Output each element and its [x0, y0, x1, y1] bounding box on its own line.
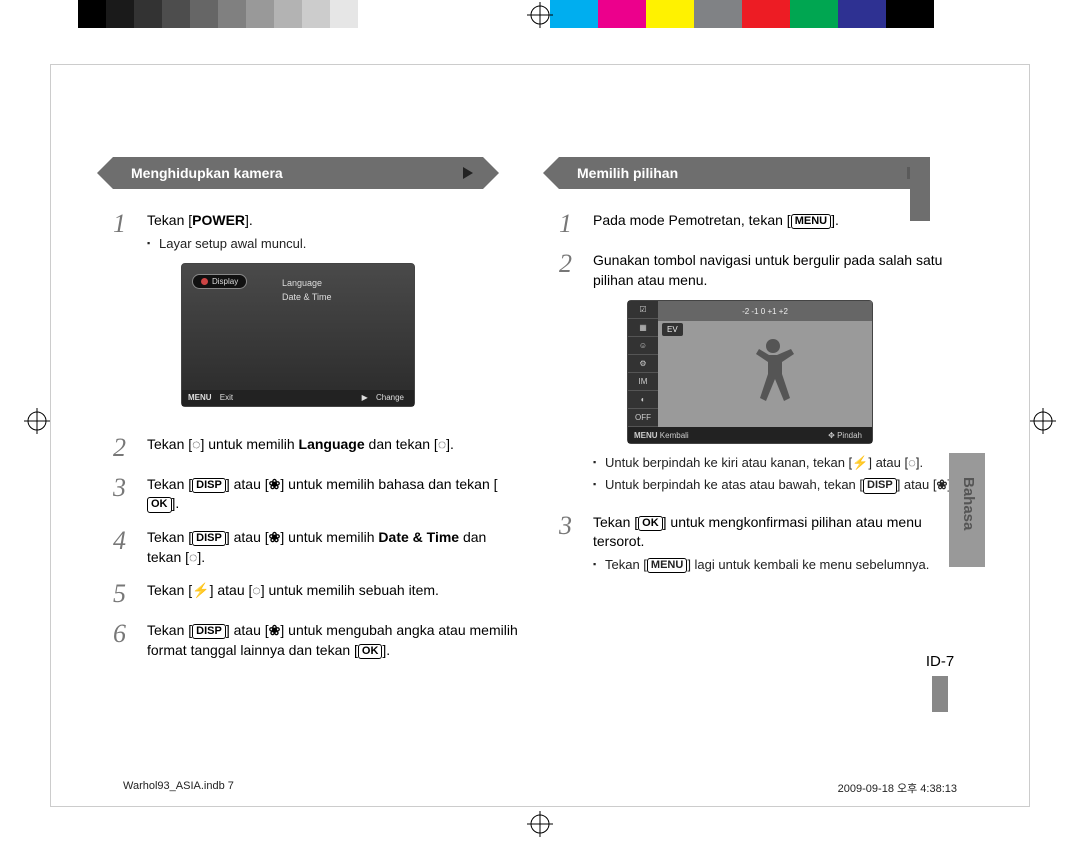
timer-icon: ◌: [908, 455, 916, 470]
sub-bullet: Untuk berpindah ke kiri atau kanan, teka…: [593, 454, 967, 472]
step-number: 4: [113, 528, 133, 567]
step-number: 5: [113, 581, 133, 607]
sub-bullet: Tekan [MENU] lagi untuk kembali ke menu …: [593, 556, 967, 574]
ok-button-icon: OK: [358, 644, 383, 659]
lcd-mock-setup: Display Language Date & Time MENU Exit ▶…: [181, 263, 415, 407]
flower-icon: ❀: [269, 476, 281, 492]
step-6: 6 Tekan [DISP] atau [❀] untuk mengubah a…: [113, 621, 521, 660]
page-frame: Menghidupkan kamera 1 Tekan [POWER]. Lay…: [50, 64, 1030, 807]
file-name: Warhol93_ASIA.indb 7: [123, 780, 234, 796]
step-3: 3 Tekan [DISP] atau [❀] untuk memilih ba…: [113, 475, 521, 514]
step-text: Tekan [DISP] atau [❀] untuk mengubah ang…: [147, 621, 521, 660]
step-number: 1: [113, 211, 133, 421]
ok-button-icon: OK: [147, 497, 172, 512]
arrow-right-icon: [463, 167, 473, 179]
flower-icon: ❀: [269, 529, 281, 545]
step-number: 1: [559, 211, 579, 237]
registration-bars-gray: [78, 0, 386, 28]
timestamp: 2009-09-18 오후 4:38:13: [838, 780, 957, 796]
disp-button-icon: DISP: [192, 531, 226, 546]
section-banner-right: Memilih pilihan: [559, 157, 929, 189]
step-number: 3: [113, 475, 133, 514]
step-text: Gunakan tombol navigasi untuk bergulir p…: [593, 252, 942, 288]
lcd-mock-ev: ☑▦☺⚙IM◐OFF -2 -1 0 +1 +2 EV MENU Kembali…: [627, 300, 873, 444]
sub-bullet: Layar setup awal muncul.: [147, 235, 521, 253]
lcd2-label: EV: [662, 323, 683, 336]
menu-button-icon: MENU: [647, 558, 687, 573]
step-number: 2: [559, 251, 579, 499]
step-2: 2 Gunakan tombol navigasi untuk bergulir…: [559, 251, 967, 499]
side-tab: Bahasa: [949, 453, 985, 567]
sub-bullet: Untuk berpindah ke atas atau bawah, teka…: [593, 476, 967, 494]
registration-mark-icon: [1030, 408, 1056, 434]
left-column: Menghidupkan kamera 1 Tekan [POWER]. Lay…: [113, 157, 521, 766]
step-5: 5 Tekan [⚡] atau [◌] untuk memilih sebua…: [113, 581, 521, 607]
registration-mark-icon: [24, 408, 50, 434]
step-4: 4 Tekan [DISP] atau [❀] untuk memilih Da…: [113, 528, 521, 567]
step-2: 2 Tekan [◌] untuk memilih Language dan t…: [113, 435, 521, 461]
step-number: 2: [113, 435, 133, 461]
registration-mark-icon: [527, 811, 553, 837]
step-text: Tekan [DISP] atau [❀] untuk memilih Date…: [147, 528, 521, 567]
page-number-bar-icon: [932, 676, 948, 712]
timer-icon: ◌: [438, 436, 446, 452]
step-1: 1 Tekan [POWER]. Layar setup awal muncul…: [113, 211, 521, 421]
timer-icon: ◌: [252, 582, 260, 598]
banner-title: Menghidupkan kamera: [131, 165, 283, 181]
registration-bars-color: [550, 0, 934, 28]
ok-button-icon: OK: [638, 516, 663, 531]
step-number: 6: [113, 621, 133, 660]
footer-metadata: Warhol93_ASIA.indb 7 2009-09-18 오후 4:38:…: [123, 780, 957, 796]
page-number: ID-7: [895, 653, 985, 712]
person-silhouette-icon: [738, 331, 808, 421]
step-text: Tekan [POWER].: [147, 212, 253, 228]
right-column: Memilih pilihan 1 Pada mode Pemotretan, …: [559, 157, 967, 766]
step-text: Tekan [◌] untuk memilih Language dan tek…: [147, 435, 521, 461]
disp-button-icon: DISP: [192, 478, 226, 493]
disp-button-icon: DISP: [863, 478, 897, 493]
section-banner-left: Menghidupkan kamera: [113, 157, 483, 189]
flower-icon: ❀: [936, 477, 947, 492]
side-tab-label: Bahasa: [960, 477, 977, 530]
lcd-footer: MENU Exit ▶ Change: [182, 390, 414, 406]
step-text: Tekan [DISP] atau [❀] untuk memilih baha…: [147, 475, 521, 514]
banner-title: Memilih pilihan: [577, 165, 678, 181]
flower-icon: ❀: [269, 622, 281, 638]
disp-button-icon: DISP: [192, 624, 226, 639]
flash-icon: ⚡: [192, 582, 209, 598]
lcd2-topbar: -2 -1 0 +1 +2: [658, 301, 872, 321]
lcd2-sidebar: ☑▦☺⚙IM◐OFF: [628, 301, 658, 427]
step-1: 1 Pada mode Pemotretan, tekan [MENU].: [559, 211, 967, 237]
step-number: 3: [559, 513, 579, 578]
banner-end-square-icon: [907, 167, 919, 179]
menu-button-icon: MENU: [791, 214, 831, 229]
lcd-menu: Language Date & Time: [282, 276, 332, 305]
step-text: Tekan [OK] untuk mengkonfirmasi pilihan …: [593, 514, 922, 550]
step-3: 3 Tekan [OK] untuk mengkonfirmasi piliha…: [559, 513, 967, 578]
flash-icon: ⚡: [852, 455, 868, 470]
step-text: Tekan [⚡] atau [◌] untuk memilih sebuah …: [147, 581, 521, 607]
lcd2-footer: MENU Kembali ✥ Pindah: [628, 427, 872, 443]
registration-mark-icon: [527, 2, 553, 28]
lcd-pill: Display: [192, 274, 247, 289]
